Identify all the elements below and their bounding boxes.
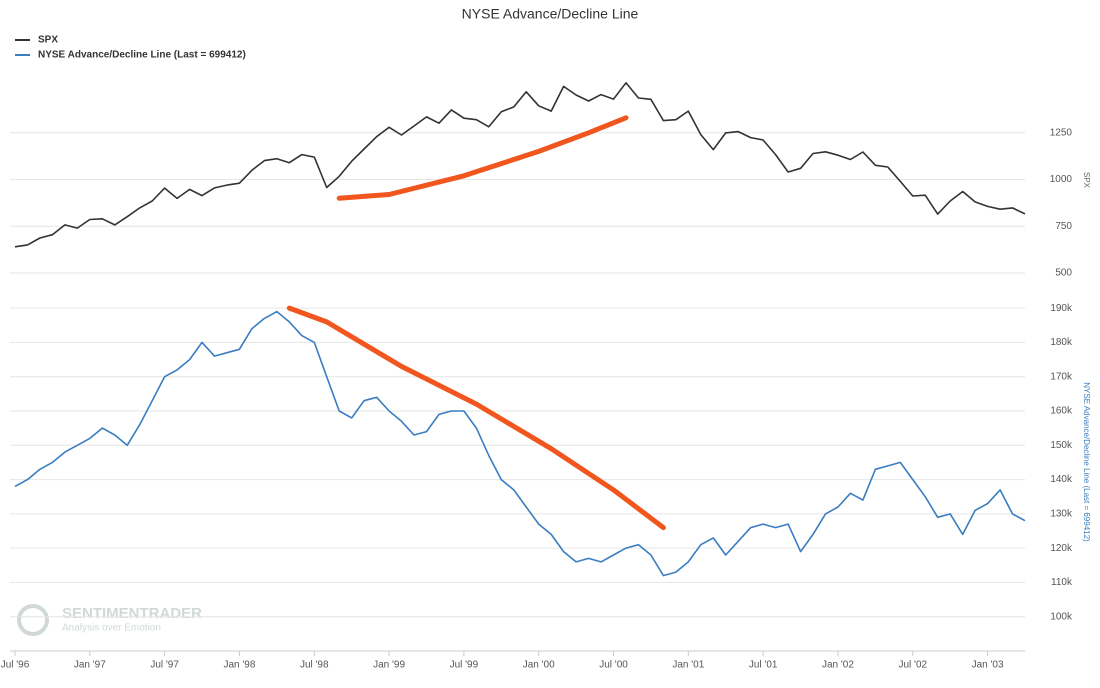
y-tick-label: 100k (1050, 611, 1073, 622)
watermark-tagline: Analysis over Emotion (62, 623, 161, 634)
y-tick-label: 150k (1050, 440, 1073, 451)
x-tick-label: Jul '99 (450, 660, 479, 671)
x-tick-label: Jan '98 (223, 660, 255, 671)
x-tick-label: Jan '01 (672, 660, 704, 671)
x-tick-label: Jan '99 (373, 660, 405, 671)
x-tick-label: Jul '01 (749, 660, 778, 671)
x-tick-label: Jul '97 (150, 660, 179, 671)
y-tick-label: 160k (1050, 406, 1073, 417)
x-tick-label: Jan '00 (523, 660, 555, 671)
watermark-logo (17, 604, 49, 636)
y-axis-label: SPX (1082, 172, 1091, 189)
x-tick-label: Jul '02 (898, 660, 927, 671)
y-tick-label: 140k (1050, 474, 1073, 485)
annotation-line (336, 115, 629, 201)
chart-title: NYSE Advance/Decline Line (462, 6, 639, 22)
y-tick-label: 190k (1050, 303, 1073, 314)
y2-axis-label: NYSE Advance/Decline Line (Last = 699412… (1082, 382, 1091, 542)
y-tick-label: 170k (1050, 371, 1073, 382)
x-tick-label: Jul '00 (599, 660, 628, 671)
y-tick-label: 1000 (1050, 174, 1073, 185)
watermark: SENTIMENTRADER Analysis over Emotion (17, 604, 202, 636)
y-tick-label: 110k (1051, 577, 1073, 588)
series-line (14, 82, 1026, 248)
y-tick-label: 180k (1050, 337, 1073, 348)
legend-label: SPX (38, 35, 58, 46)
x-tick-label: Jan '97 (74, 660, 106, 671)
y-tick-label: 130k (1050, 508, 1073, 519)
y-tick-label: 120k (1050, 543, 1073, 554)
y-tick-label: 750 (1055, 221, 1072, 232)
x-tick-label: Jan '02 (822, 660, 854, 671)
x-tick-label: Jul '98 (300, 660, 329, 671)
legend-label: NYSE Advance/Decline Line (Last = 699412… (38, 50, 246, 61)
y-tick-label: 1250 (1050, 127, 1073, 138)
x-tick-label: Jul '96 (1, 660, 30, 671)
series-line (14, 310, 1026, 577)
y-tick-label: 500 (1055, 268, 1072, 279)
annotation-line (286, 305, 666, 531)
x-tick-label: Jan '03 (972, 660, 1004, 671)
watermark-name: SENTIMENTRADER (62, 605, 202, 622)
